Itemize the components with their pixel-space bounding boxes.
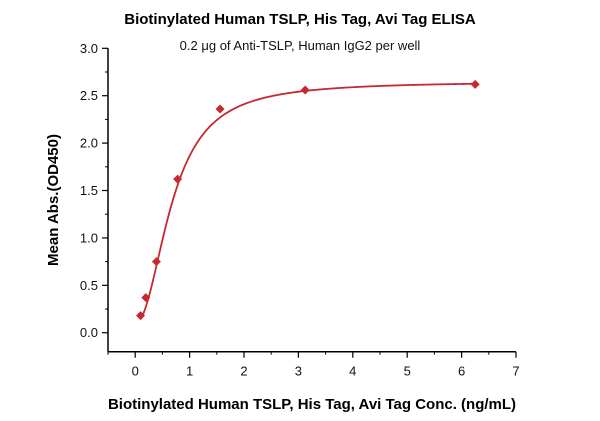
data-point [141,293,151,303]
y-tick-label: 2.0 [80,136,98,151]
x-tick-label: 3 [295,364,302,379]
y-tick-label: 3.0 [80,41,98,56]
data-point [173,174,183,184]
y-tick-label: 2.5 [80,88,98,103]
y-axis-label: Mean Abs.(OD450) [45,134,62,266]
data-point [136,311,146,321]
data-point [215,104,225,114]
chart-subtitle: 0.2 μg of Anti-TSLP, Human IgG2 per well [180,38,421,53]
x-tick-label: 2 [240,364,247,379]
data-point [151,257,161,267]
y-tick-label: 1.0 [80,230,98,245]
x-tick-label: 6 [458,364,465,379]
fit-curve [139,82,476,320]
y-tick-label: 1.5 [80,183,98,198]
x-tick-label: 1 [186,364,193,379]
x-tick-label: 5 [404,364,411,379]
x-tick-label: 7 [512,364,519,379]
data-point [300,85,310,95]
x-axis-label: Biotinylated Human TSLP, His Tag, Avi Ta… [108,396,516,413]
y-tick-label: 0.0 [80,325,98,340]
x-tick-label: 0 [132,364,139,379]
x-tick-label: 4 [349,364,356,379]
data-point [470,79,480,89]
chart-title: Biotinylated Human TSLP, His Tag, Avi Ta… [124,11,476,28]
y-tick-label: 0.5 [80,278,98,293]
